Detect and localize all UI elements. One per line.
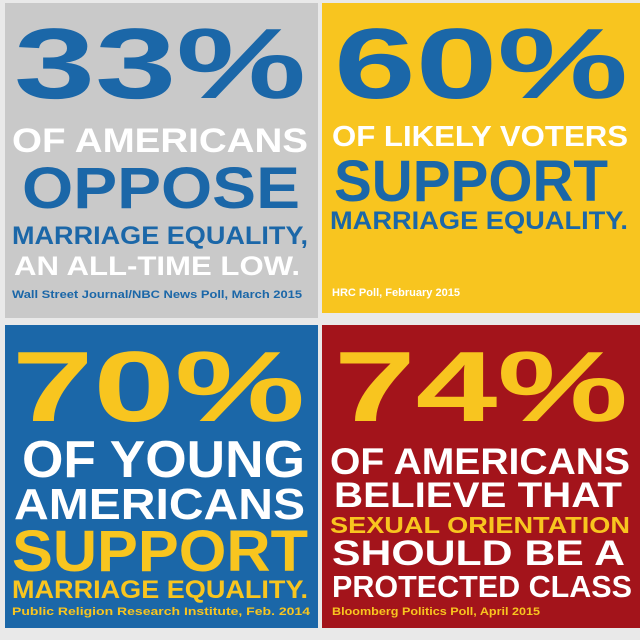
- panel-blue: [5, 325, 318, 628]
- panel-yellow: [322, 3, 640, 313]
- source: Wall Street Journal/NBC News Poll, March…: [12, 289, 302, 301]
- line: AMERICANS: [14, 480, 305, 529]
- line: BELIEVE THAT: [334, 476, 622, 515]
- line: PROTECTED CLASS: [332, 569, 632, 604]
- line: MARRIAGE EQUALITY.: [330, 207, 628, 235]
- stat: 60%: [334, 8, 628, 120]
- source: Public Religion Research Institute, Feb.…: [12, 606, 311, 618]
- line: SUPPORT: [334, 149, 608, 214]
- line: SHOULD BE A: [332, 534, 625, 573]
- stat: 70%: [12, 331, 305, 443]
- line: OPPOSE: [22, 156, 300, 221]
- source: Bloomberg Politics Poll, April 2015: [332, 606, 540, 618]
- panel-gray: [5, 3, 318, 318]
- panel-red: [322, 325, 640, 628]
- line: SEXUAL ORIENTATION: [330, 512, 630, 538]
- line: OF LIKELY VOTERS: [332, 121, 628, 153]
- line: AN ALL-TIME LOW.: [14, 251, 300, 281]
- line: OF AMERICANS: [330, 441, 630, 482]
- line: SUPPORT: [12, 519, 308, 584]
- line: MARRIAGE EQUALITY.: [12, 576, 308, 604]
- line: OF YOUNG: [22, 431, 305, 489]
- line: MARRIAGE EQUALITY,: [12, 222, 308, 250]
- stat: 74%: [334, 331, 628, 443]
- source: HRC Poll, February 2015: [332, 287, 460, 299]
- line: OF AMERICANS: [12, 122, 308, 160]
- stat: 33%: [14, 8, 306, 120]
